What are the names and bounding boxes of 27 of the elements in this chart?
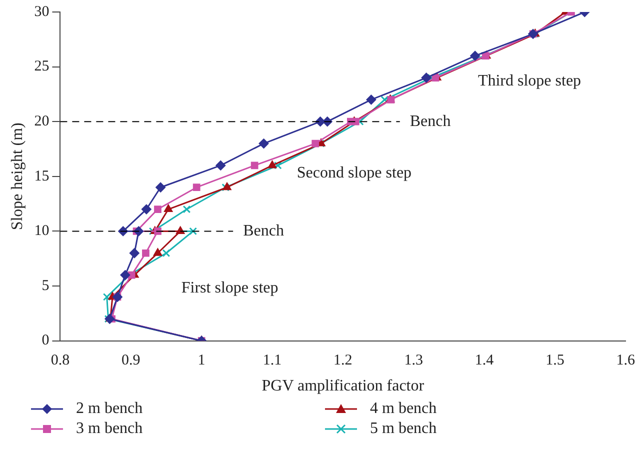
- x-axis-title: PGV amplification factor: [262, 378, 425, 395]
- annotation: Second slope step: [296, 164, 412, 182]
- x-tick-label: 1.3: [404, 352, 423, 369]
- annotation: First slope step: [181, 279, 278, 296]
- y-tick-label: 10: [34, 223, 50, 240]
- y-tick-label: 30: [34, 4, 50, 20]
- ref-line-label: Bench: [243, 222, 284, 240]
- legend-label: 4 m bench: [370, 400, 437, 418]
- ref-line-label: Bench: [410, 112, 451, 130]
- x-tick-label: 1: [198, 352, 206, 369]
- y-tick-label: 0: [42, 332, 50, 349]
- y-axis-title: Slope height (m): [8, 122, 26, 230]
- y-tick-label: 5: [42, 278, 50, 294]
- y-tick-label: 20: [34, 114, 50, 130]
- x-tick-label: 1.6: [616, 352, 636, 369]
- x-tick-label: 0.8: [50, 352, 70, 369]
- x-tick-label: 1.1: [262, 352, 282, 369]
- y-tick-label: 25: [34, 58, 50, 75]
- x-tick-label: 1.4: [474, 352, 494, 369]
- legend-label: 5 m bench: [370, 420, 437, 438]
- x-tick-label: 1.2: [334, 352, 352, 369]
- legend-label: 2 m bench: [76, 400, 143, 418]
- x-tick-label: 1.5: [546, 352, 564, 369]
- x-tick-label: 0.9: [122, 352, 140, 369]
- y-tick-label: 15: [34, 168, 50, 184]
- legend-label: 3 m bench: [76, 420, 143, 438]
- annotation: Third slope step: [478, 72, 582, 90]
